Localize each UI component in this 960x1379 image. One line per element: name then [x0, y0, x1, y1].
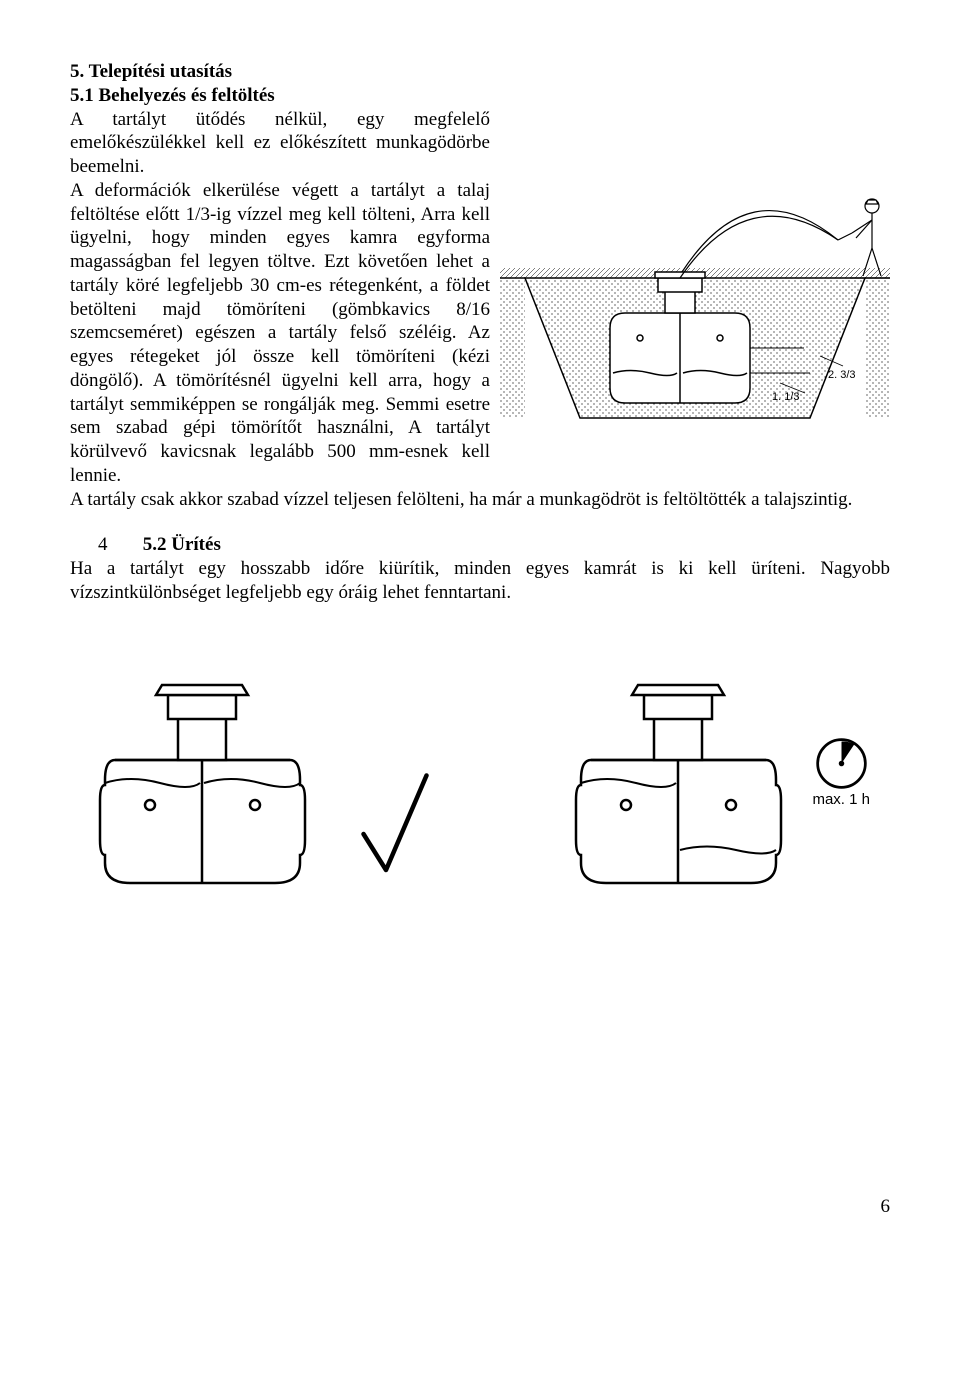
section-5-1-heading: 5.1 Behelyezés és feltöltés: [70, 84, 890, 108]
para-2: A deformációk elkerülése végett a tartál…: [70, 179, 490, 488]
checkmark-icon: [350, 755, 440, 895]
section-5-1-block: A tartályt ütődés nélkül, egy megfelelő …: [70, 108, 890, 488]
page-number: 6: [70, 1195, 890, 1219]
install-diagram: 1. 1/3 2. 3/3: [500, 108, 890, 445]
clock-label: max. 1 h: [812, 791, 870, 810]
para-1: A tartályt ütődés nélkül, egy megfelelő …: [70, 108, 490, 179]
diagram-label-2: 2. 3/3: [828, 369, 856, 381]
tank-wrong: max. 1 h: [566, 665, 870, 895]
tank-correct: [90, 665, 440, 895]
para-3: A tartály csak akkor szabad vízzel telje…: [70, 488, 890, 512]
section-5-2-title: 5.2 Ürítés: [143, 534, 221, 555]
tanks-comparison: max. 1 h: [70, 665, 890, 895]
clock-icon: [814, 736, 869, 791]
section-5-1-text: A tartályt ütődés nélkül, egy megfelelő …: [70, 108, 490, 488]
install-diagram-svg: 1. 1/3 2. 3/3: [500, 178, 890, 438]
section-5-2-block: 4 5.2 Ürítés Ha a tartályt egy hosszabb …: [70, 533, 890, 604]
section-5-heading: 5. Telepítési utasítás: [70, 60, 890, 84]
section-5-2-body: Ha a tartályt egy hosszabb időre kiüríti…: [70, 557, 890, 605]
diagram-label-1: 1. 1/3: [772, 391, 800, 403]
tank-correct-svg: [90, 665, 350, 895]
tank-wrong-svg: [566, 665, 806, 895]
section-5-2-num: 4: [98, 533, 138, 557]
